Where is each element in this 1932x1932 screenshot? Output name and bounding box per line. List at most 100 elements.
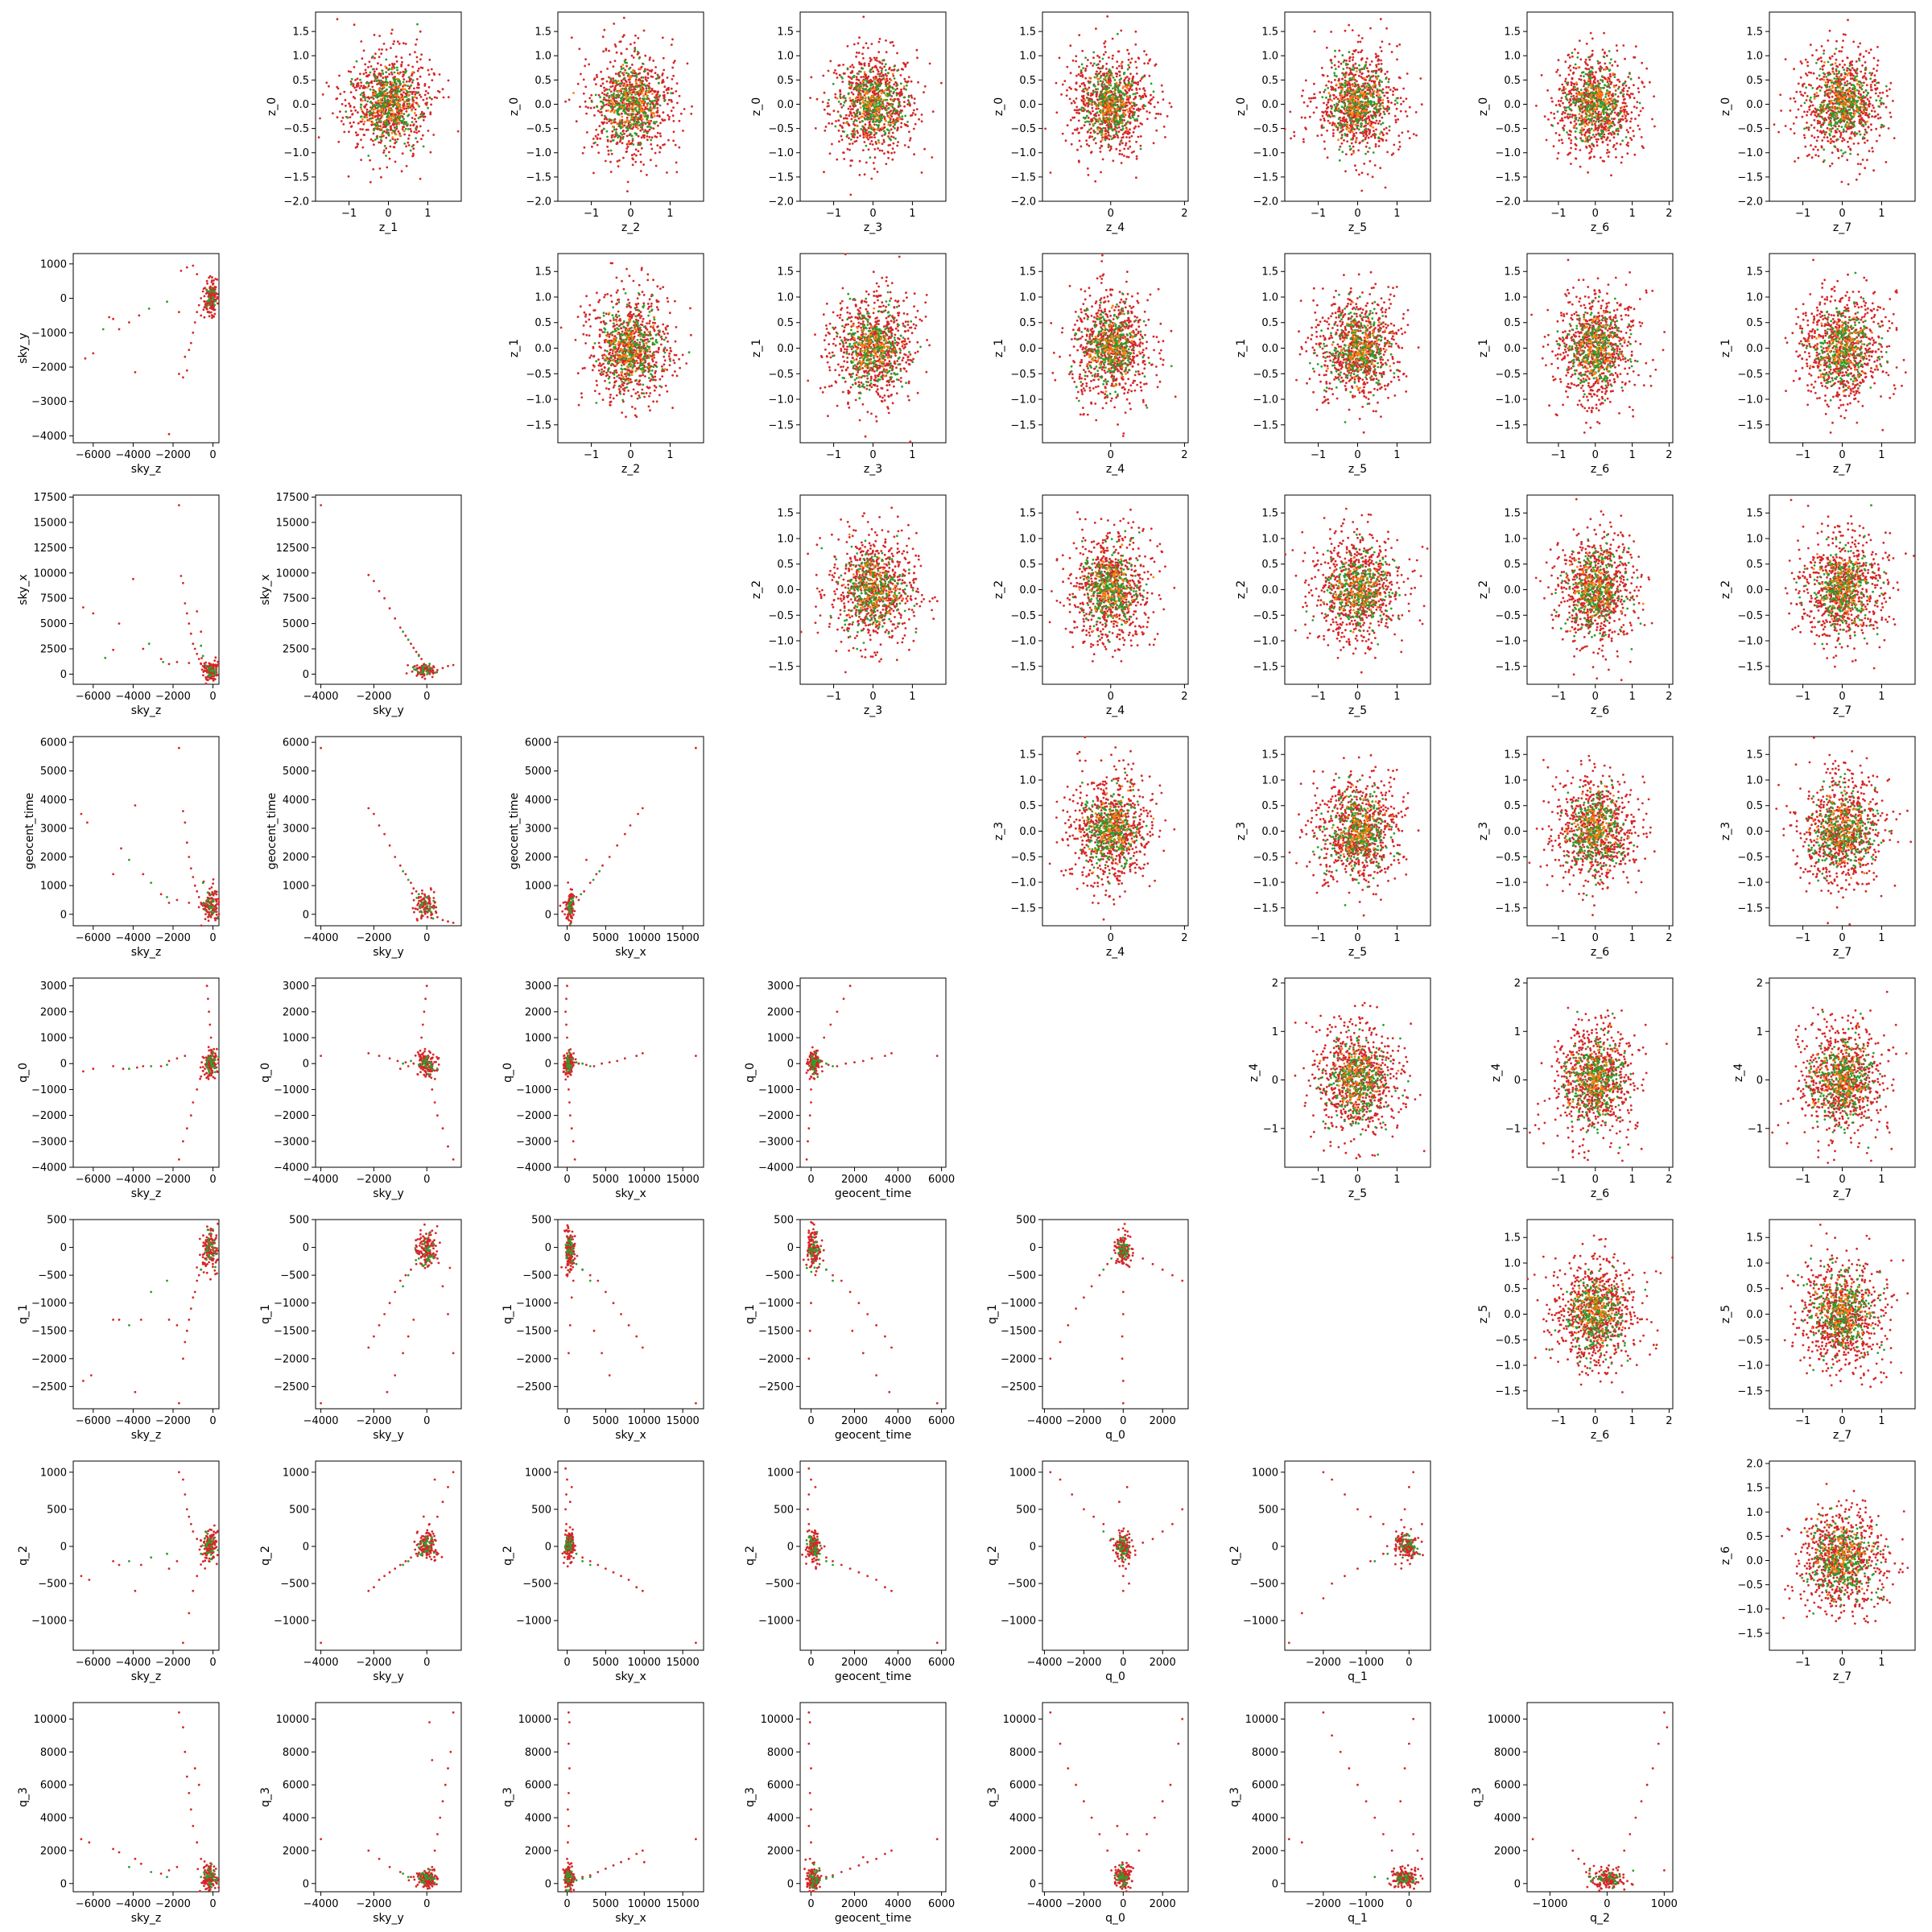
red-point bbox=[378, 72, 381, 75]
green-point bbox=[396, 68, 398, 72]
red-point bbox=[390, 32, 393, 35]
red-point bbox=[638, 94, 641, 97]
red-point bbox=[863, 141, 866, 143]
red-point bbox=[848, 148, 851, 151]
red-point bbox=[867, 47, 869, 49]
green-point bbox=[859, 101, 861, 105]
red-point bbox=[611, 85, 614, 88]
red-point bbox=[1137, 109, 1141, 112]
red-point bbox=[411, 97, 414, 101]
green-point bbox=[879, 114, 882, 116]
red-point bbox=[1323, 140, 1326, 143]
red-point bbox=[1361, 72, 1364, 75]
green-point bbox=[1084, 109, 1086, 111]
green-point bbox=[379, 138, 382, 142]
green-point bbox=[350, 82, 353, 85]
red-point bbox=[603, 93, 606, 96]
red-point bbox=[417, 81, 419, 85]
red-point bbox=[881, 67, 884, 70]
red-point bbox=[1058, 56, 1061, 60]
red-point bbox=[374, 114, 377, 118]
red-point bbox=[1095, 142, 1097, 145]
green-point bbox=[643, 121, 646, 124]
red-point bbox=[824, 129, 827, 132]
green-point bbox=[407, 85, 409, 88]
red-point bbox=[1348, 73, 1350, 76]
red-point bbox=[379, 74, 382, 77]
green-point bbox=[390, 85, 393, 89]
red-point bbox=[1078, 34, 1081, 36]
green-point bbox=[908, 101, 910, 104]
red-point bbox=[909, 137, 912, 140]
red-point bbox=[675, 90, 678, 93]
red-point bbox=[625, 116, 629, 119]
red-point bbox=[363, 134, 366, 137]
red-point bbox=[395, 127, 398, 130]
red-point bbox=[1069, 44, 1072, 47]
orange-point bbox=[1108, 83, 1111, 86]
red-point bbox=[407, 141, 410, 144]
red-point bbox=[620, 52, 623, 55]
y-axis-label: z_0 bbox=[266, 97, 279, 116]
red-point bbox=[657, 98, 660, 101]
red-point bbox=[1091, 106, 1094, 109]
red-point bbox=[662, 94, 665, 97]
green-point bbox=[394, 129, 397, 132]
red-point bbox=[1160, 84, 1163, 87]
orange-point bbox=[372, 93, 374, 96]
green-point bbox=[383, 145, 386, 147]
red-point bbox=[1120, 162, 1123, 164]
red-point bbox=[1077, 119, 1080, 122]
red-point bbox=[422, 118, 425, 122]
green-point bbox=[894, 109, 897, 112]
orange-point bbox=[1111, 110, 1114, 114]
green-point bbox=[395, 125, 398, 128]
x-tick-label: 1 bbox=[909, 208, 915, 220]
green-point bbox=[877, 139, 880, 142]
green-point bbox=[870, 109, 873, 113]
red-point bbox=[378, 167, 382, 170]
red-point bbox=[1387, 101, 1390, 104]
red-point bbox=[634, 114, 638, 116]
red-point bbox=[1155, 129, 1158, 132]
orange-point bbox=[391, 109, 394, 112]
red-point bbox=[1075, 111, 1078, 114]
red-point bbox=[914, 114, 917, 116]
red-point bbox=[400, 170, 403, 173]
red-point bbox=[840, 125, 844, 128]
orange-point bbox=[1109, 101, 1113, 104]
orange-point bbox=[1100, 103, 1102, 106]
red-point bbox=[1308, 115, 1311, 118]
green-point bbox=[1123, 72, 1126, 74]
red-point bbox=[628, 104, 631, 107]
red-point bbox=[1378, 120, 1381, 122]
orange-point bbox=[641, 118, 644, 121]
red-point bbox=[409, 106, 412, 109]
red-point bbox=[909, 103, 911, 106]
red-point bbox=[1319, 118, 1322, 122]
red-point bbox=[1104, 126, 1107, 130]
red-point bbox=[840, 105, 844, 109]
red-point bbox=[625, 64, 628, 68]
red-point bbox=[1130, 134, 1133, 138]
red-point bbox=[1393, 86, 1395, 89]
red-point bbox=[1111, 57, 1114, 60]
red-point bbox=[1146, 62, 1150, 65]
green-point bbox=[602, 127, 605, 130]
red-point bbox=[889, 66, 891, 69]
green-point bbox=[658, 94, 662, 97]
orange-point bbox=[642, 89, 645, 93]
green-point bbox=[882, 130, 886, 133]
red-point bbox=[1081, 99, 1084, 102]
red-point bbox=[1327, 105, 1329, 109]
red-point bbox=[1099, 70, 1102, 73]
orange-point bbox=[402, 130, 405, 133]
red-point bbox=[1373, 121, 1375, 124]
orange-point bbox=[858, 97, 861, 100]
red-point bbox=[360, 40, 363, 43]
green-point bbox=[411, 96, 414, 99]
red-point bbox=[646, 173, 648, 176]
green-point bbox=[401, 119, 404, 122]
red-point bbox=[414, 118, 416, 121]
red-point bbox=[1333, 97, 1335, 100]
